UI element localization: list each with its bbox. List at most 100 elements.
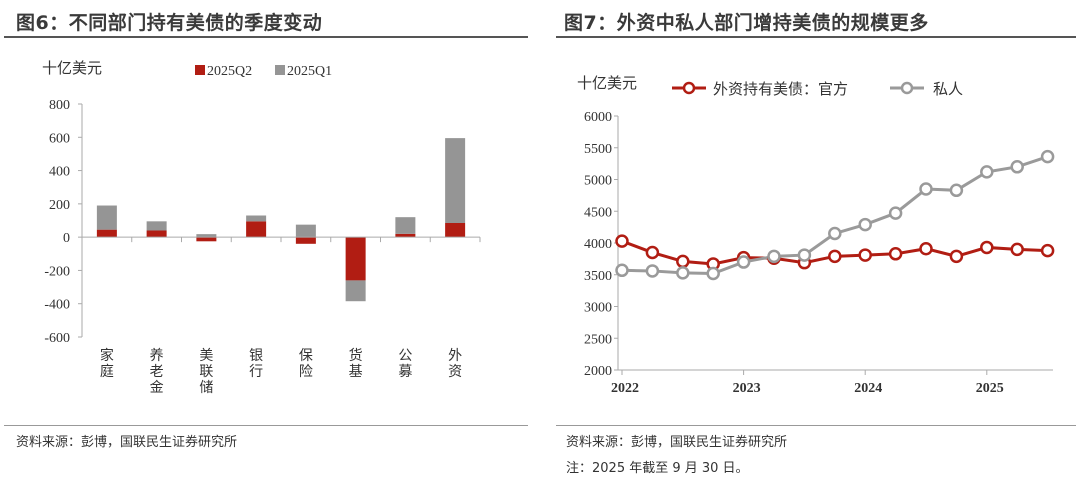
x-tick-label-养老金: 养 — [150, 348, 164, 364]
point-外资持有美债：官方-2025Q3 — [1040, 243, 1055, 258]
x-tick-label: 2022 — [611, 381, 639, 396]
legend-label-2025Q2: 2025Q2 — [207, 64, 252, 79]
bar-2025Q2-家庭 — [96, 229, 117, 238]
x-tick-label-美联储: 联 — [199, 364, 213, 380]
point-外资持有美债：官方-2022Q1 — [615, 234, 629, 248]
right-footer-rule — [556, 425, 1076, 426]
y-tick-label: 3000 — [584, 301, 612, 316]
point-私人-2025Q2 — [1010, 160, 1024, 174]
y-tick-label: 5000 — [584, 174, 612, 189]
point-外资持有美债：官方-2022Q2 — [645, 245, 660, 260]
point-外资持有美债：官方-2022Q3 — [676, 254, 690, 269]
left-bar-chart: 十亿美元 2025Q2 2025Q1 800 600 400 200 0 -200 -400 -60… — [42, 59, 481, 396]
left-chart-title: 图6：不同部门持有美债的季度变动 — [16, 12, 323, 34]
x-tick-label-养老金: 金 — [150, 380, 164, 396]
point-私人-2022Q3 — [676, 266, 690, 280]
left-source: 资料来源：彭博，国联民生证券研究所 — [16, 435, 238, 450]
point-私人-2022Q4 — [706, 266, 720, 281]
unit-label: 十亿美元 — [577, 74, 637, 92]
point-私人-2024Q2 — [888, 206, 903, 220]
left-footer-rule — [4, 425, 528, 426]
bar-2025Q2-外资 — [445, 222, 466, 238]
point-私人-2024Q4 — [949, 183, 964, 198]
x-tick-label-银行: 行 — [249, 364, 263, 380]
point-私人-2023Q2 — [767, 249, 781, 264]
x-tick-label-保险: 险 — [299, 364, 313, 380]
y-tick-label: 400 — [49, 165, 70, 180]
x-tick-label: 2025 — [976, 381, 1004, 396]
x-tick-label-银行: 银 — [249, 348, 263, 364]
right-note: 注：2025 年截至 9 月 30 日。 — [566, 461, 749, 476]
point-私人-2022Q1 — [615, 263, 629, 278]
right-line-chart: 十亿美元 外资持有美债：官方 私人 6000 5500 5000 4500 4000 3500 3… — [577, 74, 1055, 396]
y-tick-label: 6000 — [584, 110, 612, 125]
point-私人-2023Q1 — [736, 255, 751, 269]
legend-label-私人: 私人 — [933, 80, 963, 98]
x-tick-label-养老金: 老 — [150, 364, 164, 380]
point-私人-2024Q3 — [919, 182, 933, 196]
point-私人-2024Q1 — [858, 217, 872, 232]
y-tick-label: 2500 — [584, 332, 612, 347]
point-外资持有美债：官方-2025Q2 — [1010, 242, 1024, 257]
legend-label-2025Q1: 2025Q1 — [287, 64, 332, 79]
point-外资持有美债：官方-2024Q1 — [858, 248, 872, 262]
bar-2025Q2-保险 — [295, 237, 316, 244]
point-外资持有美债：官方-2025Q1 — [980, 240, 994, 255]
x-tick-label-外资: 外 — [448, 348, 462, 364]
y-tick-label: -600 — [44, 331, 70, 346]
bar-2025Q1-美联储 — [196, 234, 217, 238]
bar-2025Q1-保险 — [295, 224, 316, 238]
left-title-rule — [4, 36, 528, 38]
bar-2025Q2-银行 — [246, 221, 267, 238]
x-tick-label-美联储: 美 — [199, 348, 213, 364]
x-tick-label: 2023 — [733, 381, 761, 396]
bar-2025Q1-公募 — [395, 217, 416, 234]
right-chart-title: 图7：外资中私人部门增持美债的规模更多 — [564, 12, 929, 34]
y-tick-label: 2000 — [584, 364, 612, 379]
bar-2025Q2-公募 — [395, 233, 416, 238]
x-tick-label-保险: 保 — [299, 348, 313, 364]
bar-2025Q2-养老金 — [146, 230, 167, 238]
right-title-rule — [556, 36, 1076, 38]
bar-2025Q1-货基 — [345, 280, 366, 302]
y-tick-label: -200 — [44, 264, 70, 279]
y-tick-label: 800 — [49, 98, 70, 113]
point-私人-2023Q4 — [828, 226, 842, 241]
point-外资持有美债：官方-2024Q4 — [949, 249, 964, 264]
legend-swatch-2025Q1 — [275, 65, 285, 75]
point-外资持有美债：官方-2023Q4 — [828, 249, 842, 264]
x-tick-label-外资: 资 — [448, 364, 462, 380]
legend-swatch-2025Q2 — [195, 65, 205, 75]
y-tick-label: 0 — [63, 231, 70, 246]
point-私人-2025Q3 — [1040, 149, 1055, 164]
point-外资持有美债：官方-2024Q3 — [919, 241, 933, 256]
y-tick-label: 4500 — [584, 205, 612, 220]
unit-label: 十亿美元 — [42, 59, 102, 77]
x-tick-label-公募: 募 — [398, 364, 412, 380]
y-tick-label: 5500 — [584, 142, 612, 157]
x-tick-label-家庭: 庭 — [100, 363, 114, 380]
bar-2025Q2-货基 — [345, 237, 366, 281]
y-tick-label: -400 — [44, 298, 70, 313]
legend-label-外资持有美债：官方: 外资持有美债：官方 — [713, 80, 848, 98]
bar-2025Q1-养老金 — [146, 221, 167, 231]
point-私人-2023Q3 — [797, 248, 812, 262]
legend-marker-外资持有美债：官方 — [682, 81, 696, 95]
x-tick-label-美联储: 储 — [199, 380, 213, 396]
bar-2025Q1-银行 — [246, 215, 267, 222]
y-tick-label: 200 — [49, 198, 70, 213]
y-tick-label: 4000 — [584, 237, 612, 252]
x-tick-label-公募: 公 — [398, 348, 412, 364]
bar-2025Q1-家庭 — [96, 205, 117, 230]
x-tick-label-货基: 货 — [349, 347, 363, 364]
point-私人-2025Q1 — [980, 165, 994, 179]
x-tick-label-家庭: 家 — [100, 347, 114, 364]
bar-2025Q2-美联储 — [196, 237, 217, 242]
bar-2025Q1-外资 — [445, 138, 466, 223]
legend-marker-私人 — [900, 81, 914, 95]
x-tick-label-货基: 基 — [349, 363, 363, 380]
point-外资持有美债：官方-2024Q2 — [888, 247, 903, 261]
x-tick-label: 2024 — [854, 381, 882, 396]
